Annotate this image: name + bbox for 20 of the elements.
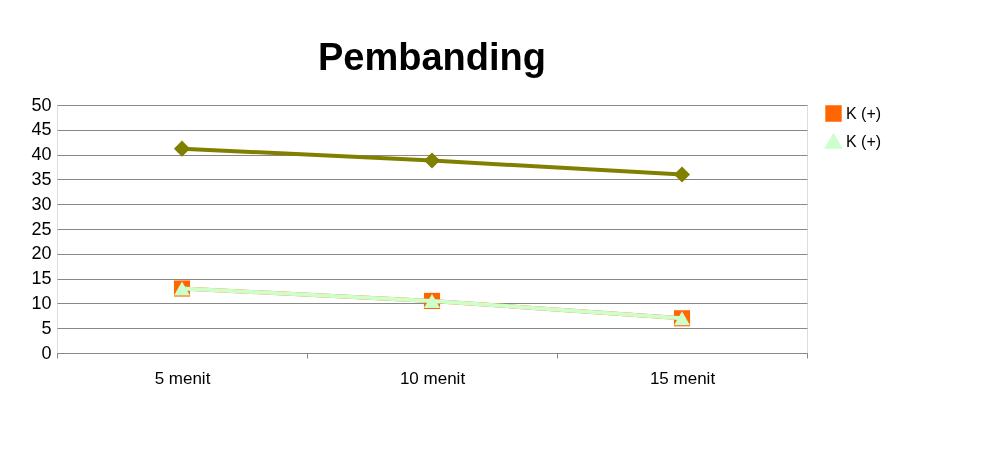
y-tick-label: 30 [31, 193, 52, 214]
y-tick-label: 15 [31, 268, 52, 289]
y-tick-label: 20 [31, 243, 52, 264]
y-tick-label: 25 [31, 218, 52, 239]
x-tick-label: 15 menit [649, 368, 716, 388]
y-tick-label: 50 [31, 94, 52, 115]
point [673, 166, 691, 183]
y-tick-label: 40 [31, 144, 52, 165]
x-tick-label: 5 menit [154, 368, 211, 388]
y-tick-label: 35 [31, 168, 52, 189]
point [173, 140, 191, 157]
y-tick-label: 10 [31, 292, 52, 313]
chart-title: Pembanding [317, 36, 547, 78]
y-tick-label: 5 [41, 317, 52, 338]
y-tick-label: 0 [41, 342, 52, 363]
y-tick-label: 45 [31, 119, 52, 140]
legend-label: K (+) [846, 132, 882, 150]
point [423, 152, 441, 169]
x-tick-label: 10 menit [399, 368, 466, 388]
legend-label: K (+) [846, 104, 882, 122]
